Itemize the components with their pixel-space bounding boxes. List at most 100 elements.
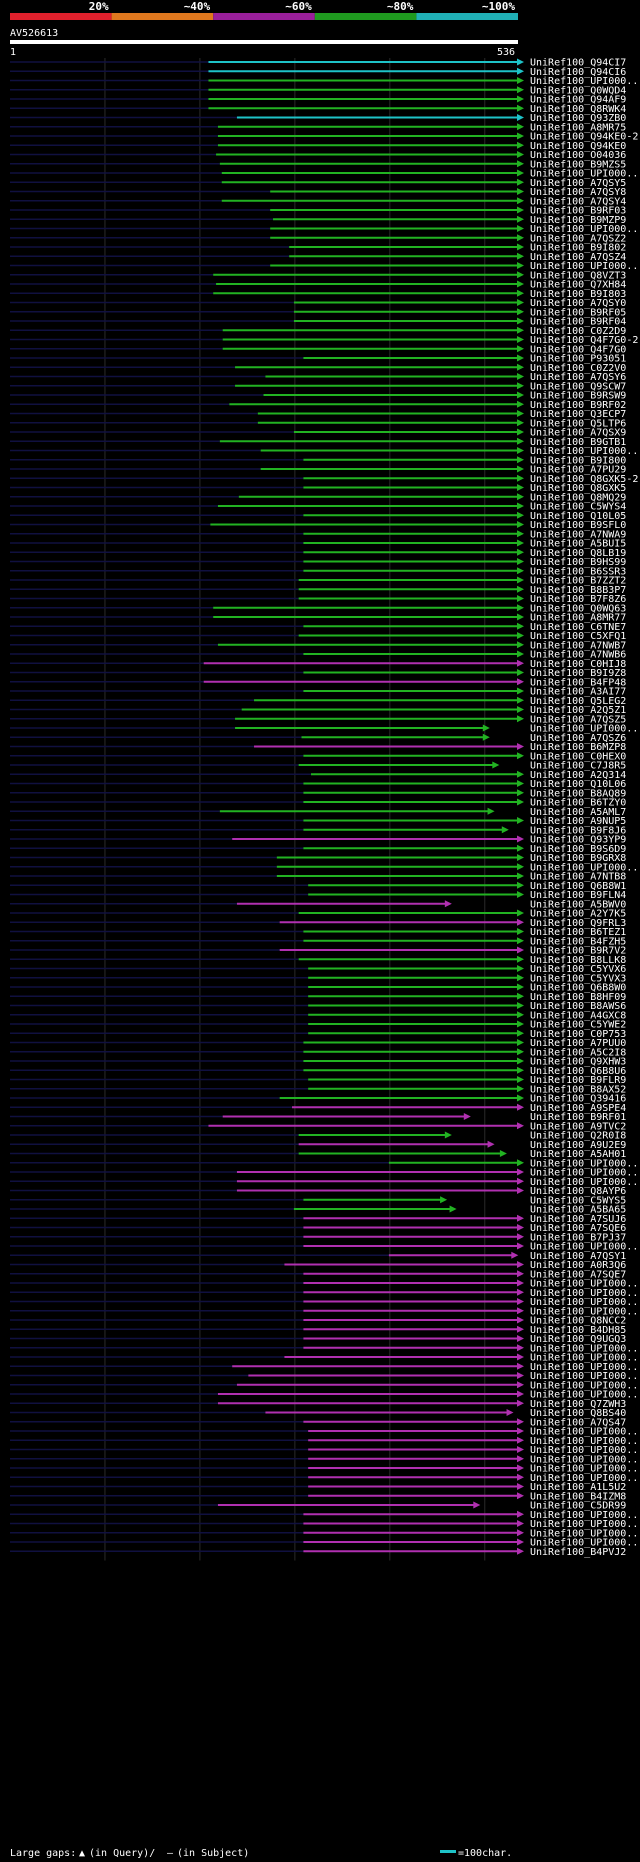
hit-arrow-24 <box>517 271 524 279</box>
hit-label-65: UniRef100_A7NWB6 <box>530 650 626 661</box>
hit-arrow-67 <box>517 669 524 676</box>
hit-arrow-37 <box>517 391 524 399</box>
hit-label-55: UniRef100_B9HS99 <box>530 557 626 568</box>
hit-arrow-91 <box>517 891 524 898</box>
hit-label-159: UniRef100_UPI000.. <box>530 1519 638 1530</box>
hit-arrow-69 <box>517 687 524 695</box>
hit-arrow-136 <box>517 1307 524 1315</box>
hit-arrow-7 <box>517 114 524 121</box>
hit-arrow-141 <box>517 1353 524 1361</box>
hit-arrow-50 <box>517 511 524 519</box>
hit-arrow-112 <box>517 1085 524 1093</box>
hit-arrow-147 <box>506 1409 514 1416</box>
hit-arrow-121 <box>517 1168 524 1176</box>
hit-arrow-90 <box>517 881 524 889</box>
hit-label-120: UniRef100_UPI000.. <box>530 1158 638 1169</box>
hit-arrow-92 <box>444 900 452 908</box>
hit-arrow-120 <box>517 1159 524 1167</box>
hit-arrow-40 <box>517 419 524 427</box>
hit-arrow-66 <box>517 659 524 667</box>
hit-arrow-134 <box>517 1288 524 1296</box>
hit-label-96: UniRef100_B4FZH5 <box>530 936 626 947</box>
query-bar <box>10 40 518 44</box>
legend-gaps-label: Large gaps: <box>10 1848 76 1859</box>
hit-arrow-44 <box>517 456 524 464</box>
hit-arrow-161 <box>517 1538 524 1546</box>
hit-arrow-46 <box>517 474 524 482</box>
hit-arrow-84 <box>501 826 509 834</box>
hit-arrow-114 <box>517 1103 524 1111</box>
hit-label-44: UniRef100_B9I800 <box>530 455 626 466</box>
hit-label-36: UniRef100_Q9SCW7 <box>530 381 626 392</box>
hit-arrow-144 <box>517 1381 524 1389</box>
hit-arrow-70 <box>517 696 524 704</box>
hit-label-136: UniRef100_UPI000.. <box>530 1306 638 1317</box>
hit-arrow-156 <box>517 1492 524 1500</box>
hit-label-58: UniRef100_B8B3P7 <box>530 585 626 596</box>
hit-arrow-33 <box>517 354 524 362</box>
hit-label-117: UniRef100_Q2R0I8 <box>530 1131 626 1142</box>
hit-label-59: UniRef100_B7F8Z6 <box>530 594 626 605</box>
hit-arrow-162 <box>517 1547 524 1555</box>
identity-band-2 <box>111 13 214 20</box>
hit-label-75: UniRef100_B6MZP8 <box>530 742 626 753</box>
hit-label-113: UniRef100_Q39416 <box>530 1094 626 1105</box>
hit-arrow-21 <box>517 243 524 251</box>
hit-arrow-11 <box>517 151 524 158</box>
hit-label-104: UniRef100_A4GXC8 <box>530 1010 626 1021</box>
hit-label-1: UniRef100_Q94CI7 <box>530 58 626 69</box>
hit-label-125: UniRef100_A5BA65 <box>530 1205 626 1216</box>
hit-label-150: UniRef100_UPI000.. <box>530 1436 638 1447</box>
hit-label-69: UniRef100_A3AI77 <box>530 687 626 698</box>
hit-label-103: UniRef100_B8AWS6 <box>530 1001 626 1012</box>
hit-arrow-81 <box>517 798 524 806</box>
hit-arrow-59 <box>517 595 524 602</box>
hit-arrow-78 <box>517 770 524 778</box>
hit-arrow-100 <box>517 974 524 982</box>
hit-label-101: UniRef100_Q6B8W0 <box>530 983 626 994</box>
hit-arrow-138 <box>517 1325 524 1333</box>
hit-label-62: UniRef100_C6TNE7 <box>530 622 626 633</box>
hit-label-87: UniRef100_B9GRX8 <box>530 853 626 864</box>
hit-label-10: UniRef100_Q94KE0 <box>530 141 626 152</box>
legend-scale-text: =100char. <box>458 1848 512 1859</box>
hit-label-25: UniRef100_Q7XH84 <box>530 280 626 291</box>
hit-label-97: UniRef100_B9R7V2 <box>530 946 626 957</box>
hit-label-112: UniRef100_B8AX52 <box>530 1084 626 1095</box>
hit-arrow-131 <box>517 1261 524 1268</box>
hit-label-64: UniRef100_A7NWB7 <box>530 640 626 651</box>
hit-label-57: UniRef100_B7ZZT2 <box>530 576 626 587</box>
chart-title: AV526613 <box>10 28 58 39</box>
hit-label-21: UniRef100_B9I802 <box>530 243 626 254</box>
hit-arrow-142 <box>517 1362 524 1370</box>
hit-label-106: UniRef100_C0P753 <box>530 1029 626 1040</box>
legend-query-text: (in Query)/ <box>89 1848 155 1859</box>
hit-label-40: UniRef100_Q5LTP6 <box>530 418 626 429</box>
hit-label-73: UniRef100_UPI000.. <box>530 724 638 735</box>
hit-label-90: UniRef100_Q6B8W1 <box>530 881 626 892</box>
hit-label-133: UniRef100_UPI000.. <box>530 1279 638 1290</box>
hit-arrow-38 <box>517 400 524 408</box>
hit-label-42: UniRef100_B9GTB1 <box>530 437 626 448</box>
hit-label-37: UniRef100_B9RSW9 <box>530 391 626 402</box>
hit-arrow-14 <box>517 178 524 186</box>
hit-arrow-113 <box>517 1094 524 1102</box>
identity-band-group: 20% ~40% ~60% ~80% ~100% <box>10 0 518 20</box>
hit-arrow-27 <box>517 299 524 306</box>
hit-label-100: UniRef100_C5YVX3 <box>530 973 626 984</box>
hit-label-132: UniRef100_A7SQE7 <box>530 1269 626 1280</box>
hit-label-15: UniRef100_A7QSY8 <box>530 187 626 198</box>
hit-label-28: UniRef100_B9RF05 <box>530 307 626 318</box>
hit-arrow-116 <box>517 1122 524 1130</box>
hit-arrow-143 <box>517 1372 524 1379</box>
hit-arrow-72 <box>517 715 524 723</box>
hit-label-19: UniRef100_UPI000.. <box>530 224 638 235</box>
hit-label-85: UniRef100_Q93YP9 <box>530 835 626 846</box>
hit-label-139: UniRef100_Q9UGQ3 <box>530 1334 626 1345</box>
legend-query-symbol: ▲ <box>79 1848 85 1859</box>
hit-arrow-109 <box>517 1057 524 1065</box>
hit-label-56: UniRef100_B6SSR3 <box>530 566 626 577</box>
hit-label-49: UniRef100_C5WYS4 <box>530 502 626 513</box>
hit-arrow-137 <box>517 1316 524 1324</box>
hit-arrow-77 <box>492 761 500 769</box>
